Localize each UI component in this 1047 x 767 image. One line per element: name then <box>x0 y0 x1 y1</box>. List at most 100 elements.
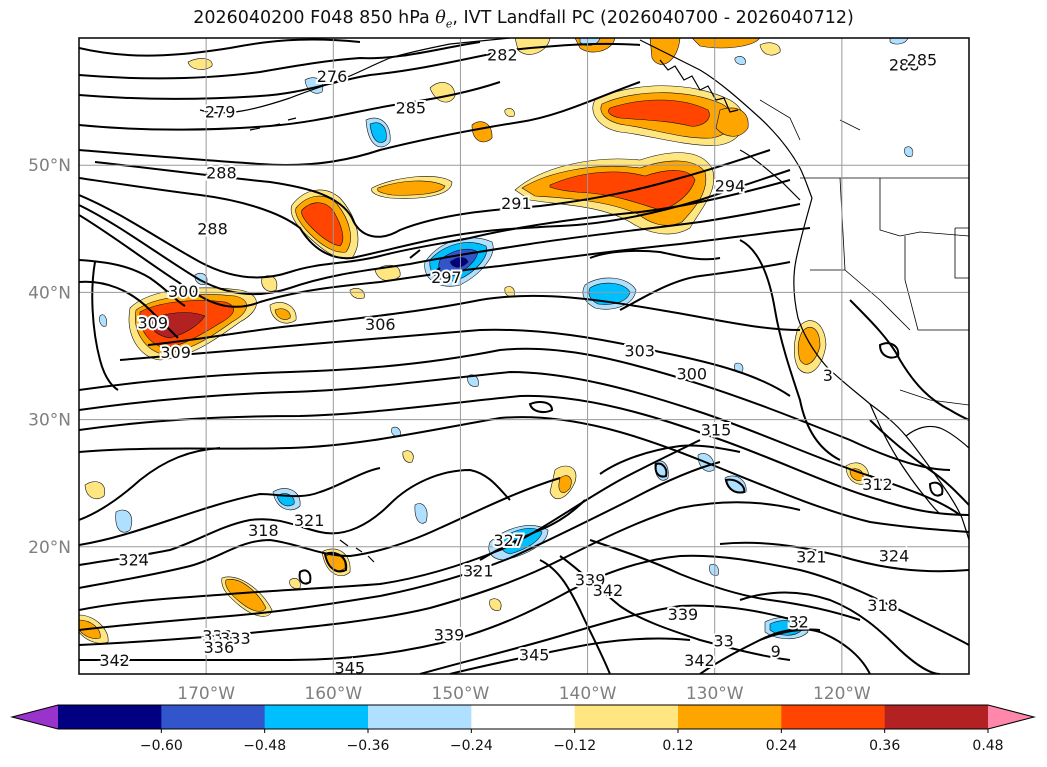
contour-label: 342 <box>99 651 130 670</box>
contour-line <box>298 569 312 585</box>
gulf-of-california <box>905 425 969 449</box>
pc-positive-area <box>797 326 821 365</box>
axis-labels: 20°N 30°N 40°N 50°N 170°W 160°W 150°W 140°W 130°… <box>28 156 871 704</box>
colorbar: −0.60 −0.48 −0.36 −0.24 −0.12 0.12 0.24 0.36 0.4… <box>10 704 1036 754</box>
baja-peninsula <box>869 403 941 515</box>
pc-positive-area <box>608 99 710 127</box>
contour-label: 32 <box>788 613 808 632</box>
pc-positive-area <box>289 578 301 589</box>
contour-line <box>528 401 554 413</box>
contour-label: 282 <box>487 45 518 64</box>
contour-line <box>589 249 721 261</box>
map-title: 2026040200 F048 850 hPa θe, IVT Landfall… <box>193 8 854 31</box>
pc-positive-area <box>349 288 365 299</box>
contour-label: 342 <box>593 581 624 600</box>
contour-line <box>323 551 348 573</box>
colorbar-tick-label: −0.60 <box>140 738 183 754</box>
latitude-label: 30°N <box>28 411 71 431</box>
contour-line <box>79 394 969 516</box>
contour-line <box>739 591 941 674</box>
pc-positive-area <box>274 308 291 320</box>
alaska-panhandle-coast <box>639 39 813 199</box>
contour-line <box>759 628 871 674</box>
latitude-label: 40°N <box>28 283 71 303</box>
contour-label: 318 <box>248 521 279 540</box>
contour-label: 33 <box>713 632 733 651</box>
colorbar-tick-label: −0.12 <box>553 738 596 754</box>
contour-label: 324 <box>879 546 910 565</box>
contour-line <box>719 541 969 573</box>
alaska-coast <box>199 38 511 114</box>
state-border <box>954 227 969 279</box>
contour-line <box>147 294 801 346</box>
pc-positive-area <box>84 481 106 499</box>
contour-line <box>409 249 441 276</box>
contour-label: 309 <box>137 314 168 333</box>
contour-label: 297 <box>431 268 462 287</box>
contour-line <box>739 239 841 461</box>
contour-label: 324 <box>118 550 149 569</box>
contour-line <box>928 481 944 497</box>
contour-label: 321 <box>463 562 494 581</box>
pc-shading <box>79 38 914 644</box>
pc-positive-area <box>225 579 267 612</box>
vancouver-island <box>739 149 801 201</box>
coastlines <box>199 38 969 563</box>
colorbar-tick-label: 0.12 <box>662 738 693 754</box>
pc-positive-area <box>558 475 572 493</box>
colorbar-extend-high <box>988 705 1034 729</box>
colorbar-segment <box>884 705 989 729</box>
bc-coast-islands <box>659 59 739 113</box>
contour-label: 291 <box>501 194 532 213</box>
contour-line <box>449 637 691 674</box>
colorbar-segment <box>58 705 162 729</box>
contour-line <box>79 477 561 589</box>
contour-label: 306 <box>365 315 396 334</box>
pc-negative-area <box>449 257 469 268</box>
longitude-label: 130°W <box>686 684 744 704</box>
contour-label: 294 <box>715 176 746 195</box>
pc-positive-area <box>377 180 446 196</box>
pc-positive-area <box>759 42 781 56</box>
colorbar-outline <box>10 704 1036 730</box>
contour-line <box>599 444 741 475</box>
pc-positive-area <box>549 170 696 211</box>
pc-positive-area <box>149 312 206 339</box>
contour-label: 9 <box>771 642 781 661</box>
contour-line <box>654 462 668 478</box>
colorbar-segment <box>678 705 782 729</box>
contour-line <box>539 559 611 674</box>
latitude-label: 50°N <box>28 156 71 176</box>
us-west-coast <box>793 197 969 541</box>
pc-negative-area <box>369 122 387 143</box>
contour-line <box>79 81 501 131</box>
contour-line <box>79 347 951 471</box>
contour-line <box>79 81 641 167</box>
contour-line <box>79 370 961 516</box>
mexico-border <box>899 389 969 406</box>
contour-label: 321 <box>796 548 827 567</box>
colorbar-tick-label: −0.24 <box>450 738 493 754</box>
contour-line <box>79 501 801 646</box>
colorbar-extend-low <box>12 705 58 729</box>
graticule <box>79 38 969 674</box>
colorbar-segment <box>574 705 679 729</box>
contour-line <box>869 419 969 506</box>
contour-label: 303 <box>624 342 655 361</box>
pc-positive-area <box>504 108 515 117</box>
contour-line <box>119 328 791 397</box>
contour-label: 279 <box>205 103 236 122</box>
contour-line <box>724 478 746 494</box>
contour-line <box>79 203 801 296</box>
contour-line <box>559 555 791 661</box>
contour-label: 276 <box>317 67 348 86</box>
state-border <box>904 236 969 331</box>
pc-negative-area <box>99 314 107 327</box>
state-border <box>839 177 969 271</box>
colorbar-tick-label: −0.48 <box>243 738 286 754</box>
contour-line <box>79 467 381 546</box>
hawaii-islands <box>339 539 375 563</box>
colorbar-tick-label: 0.36 <box>869 738 900 754</box>
contour-label: 321 <box>294 511 325 530</box>
